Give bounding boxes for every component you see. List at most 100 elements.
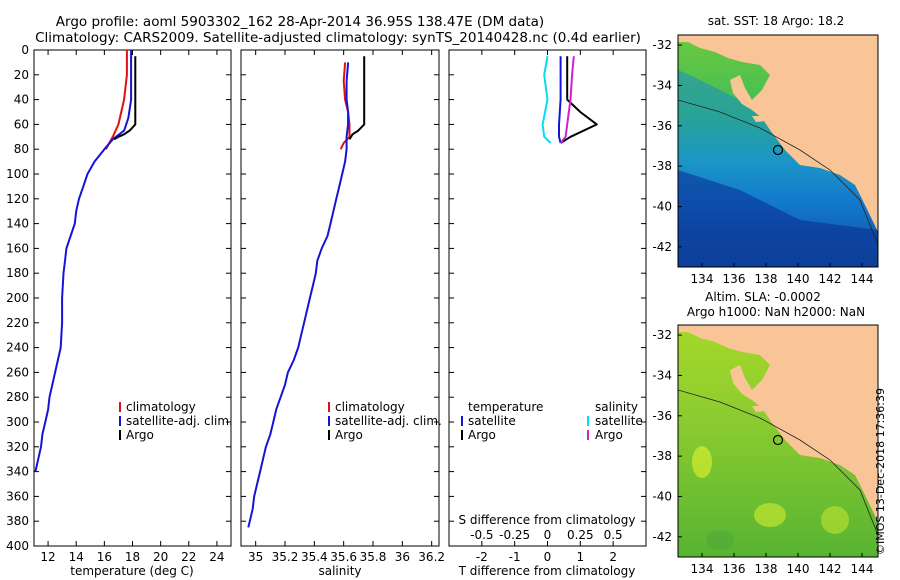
y-tick-label: 200 (6, 291, 29, 305)
x-tick-label: 20 (153, 550, 168, 564)
sla-map: Altim. SLA: -0.0002 Argo h1000: NaN h200… (652, 290, 879, 576)
legend-title-temperature: temperature (468, 400, 543, 414)
map-y-tick-label: -36 (652, 409, 672, 423)
x-tick-label: 35.8 (360, 550, 387, 564)
x-tick-label: 36 (395, 550, 410, 564)
map-x-tick-label: 144 (851, 562, 874, 576)
s-tick-label: -0.5 (470, 528, 493, 542)
map-y-tick-label: -40 (652, 199, 672, 213)
y-tick-label: 60 (14, 117, 29, 131)
series-line-salinity-satellite (541, 56, 552, 144)
y-tick-label: 240 (6, 341, 29, 355)
series-line-argo (348, 56, 366, 140)
x-tick-label: 0 (544, 550, 552, 564)
temperature-ticks: 12 14 16 18 20 22 2402040608010012014016018020… (6, 43, 231, 564)
y-tick-label: 100 (6, 167, 29, 181)
temperature-axes-frame (33, 49, 232, 547)
map-y-tick-label: -34 (652, 78, 672, 92)
map-x-tick-label: 138 (755, 562, 778, 576)
difference-ticks: -2 -1 0 1 2 -0.5 -0.25 0 0.25 0.5 (449, 49, 646, 564)
difference-legend: temperature satellite Argo salinity sate… (461, 400, 643, 442)
kangaroo-island (752, 406, 776, 412)
x-tick-label: -2 (476, 550, 488, 564)
y-tick-label: 320 (6, 440, 29, 454)
credit-timestamp: ©IMOS 13-Dec-2018 17:36:39 (874, 388, 887, 555)
y-tick-label: 0 (21, 43, 29, 57)
sla-map-ticks: 134 136 138 140 142 144 -32 -34 -36 -38 -40 -42 (652, 328, 873, 576)
map-y-tick-label: -38 (652, 449, 672, 463)
salinity-lines (247, 56, 366, 528)
temperature-panel: 12 14 16 18 20 22 2402040608010012014016018020… (6, 43, 233, 578)
x-tick-label: 22 (181, 550, 196, 564)
map-y-tick-label: -40 (652, 489, 672, 503)
salinity-xlabel: salinity (318, 564, 361, 578)
series-line-argo (113, 56, 137, 141)
sst-map-frame (677, 34, 879, 268)
temperature-legend: climatology satellite-adj. clim. Argo (119, 400, 233, 442)
salinity-legend: climatology satellite-adj. clim. Argo (328, 400, 442, 442)
x-tick-label: 16 (97, 550, 112, 564)
sla-map-subtitle: Argo h1000: NaN h2000: NaN (687, 305, 865, 319)
argo-location-marker (772, 434, 784, 446)
legend-label-argo: Argo (126, 428, 154, 442)
australia-land (678, 325, 878, 522)
legend-label-temp-argo: Argo (468, 428, 496, 442)
sla-map-frame (677, 324, 879, 558)
legend-label-satellite-adj: satellite-adj. clim. (126, 414, 233, 428)
map-x-tick-label: 136 (723, 272, 746, 286)
series-line-salinity-argo (559, 56, 575, 144)
y-tick-label: 220 (6, 316, 29, 330)
y-tick-label: 40 (14, 93, 29, 107)
australia-land (678, 35, 878, 232)
y-tick-label: 340 (6, 465, 29, 479)
x-tick-label: 36.2 (418, 550, 445, 564)
x-tick-label: 35.6 (330, 550, 357, 564)
legend-label-sal-satellite: satellite (595, 414, 643, 428)
sla-anomaly (821, 506, 849, 534)
sst-map-title: sat. SST: 18 Argo: 18.2 (708, 14, 845, 28)
map-x-tick-label: 138 (755, 272, 778, 286)
difference-axes-frame (448, 49, 647, 547)
sla-anomaly (692, 446, 712, 478)
legend-label-sal-argo: Argo (595, 428, 623, 442)
y-tick-label: 160 (6, 241, 29, 255)
temperature-xlabel: temperature (deg C) (70, 564, 193, 578)
sla-anomaly (706, 530, 734, 550)
map-y-tick-label: -38 (652, 159, 672, 173)
kangaroo-island (752, 116, 776, 122)
salinity-ticks: 35 35.2 35.4 35.6 35.8 36 36.2 (241, 49, 445, 564)
map-x-tick-label: 136 (723, 562, 746, 576)
map-x-tick-label: 144 (851, 272, 874, 286)
map-x-tick-label: 134 (691, 562, 714, 576)
sst-map-ticks: 134 136 138 140 142 144 -32 -34 -36 -38 -40 -42 (652, 38, 873, 286)
y-tick-label: 120 (6, 192, 29, 206)
x-tick-label: 35.4 (301, 550, 328, 564)
series-line-satellite-adj-clim- (247, 62, 350, 528)
x-tick-label: 2 (609, 550, 617, 564)
map-x-tick-label: 142 (819, 272, 842, 286)
series-line-temperature-satellite (558, 56, 562, 144)
map-y-tick-label: -32 (652, 328, 672, 342)
difference-s-label: S difference from climatology (459, 513, 636, 527)
legend-label-satellite-adj: satellite-adj. clim. (335, 414, 442, 428)
map-y-tick-label: -42 (652, 240, 672, 254)
legend-label-climatology: climatology (335, 400, 405, 414)
y-tick-label: 360 (6, 489, 29, 503)
s-tick-label: 0.25 (567, 528, 594, 542)
x-tick-label: 35 (248, 550, 263, 564)
y-tick-label: 180 (6, 266, 29, 280)
difference-t-label: T difference from climatology (458, 564, 636, 578)
map-y-tick-label: -42 (652, 530, 672, 544)
x-tick-label: 12 (40, 550, 55, 564)
legend-label-argo: Argo (335, 428, 363, 442)
map-x-tick-label: 140 (787, 562, 810, 576)
s-tick-label: 0.5 (604, 528, 623, 542)
x-tick-label: 35.2 (272, 550, 299, 564)
x-tick-label: -1 (509, 550, 521, 564)
sla-map-title: Altim. SLA: -0.0002 (705, 290, 821, 304)
s-tick-label: 0 (544, 528, 552, 542)
y-tick-label: 20 (14, 68, 29, 82)
legend-title-salinity: salinity (595, 400, 638, 414)
map-x-tick-label: 134 (691, 272, 714, 286)
